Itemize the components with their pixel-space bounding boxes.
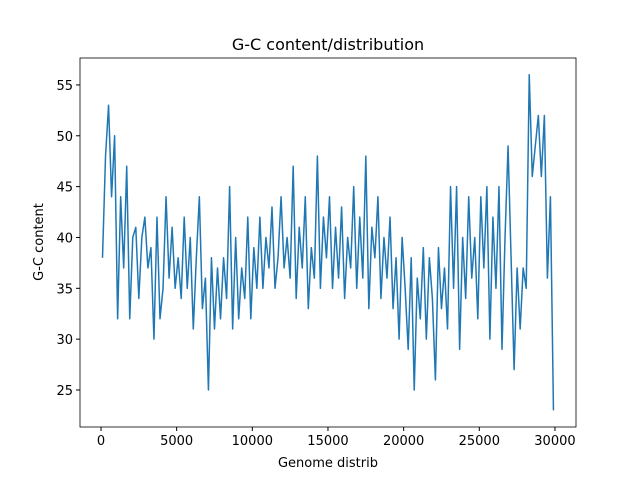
x-tick-label: 10000 xyxy=(232,434,273,449)
y-tick-label: 35 xyxy=(56,282,73,297)
x-tick-label: 0 xyxy=(97,434,105,449)
x-tick-label: 15000 xyxy=(307,434,348,449)
chart-title: G-C content/distribution xyxy=(232,35,424,54)
x-tick-label: 20000 xyxy=(383,434,424,449)
x-tick-label: 25000 xyxy=(459,434,500,449)
y-tick-label: 30 xyxy=(56,333,73,348)
plot-frame xyxy=(79,57,577,428)
y-tick-label: 55 xyxy=(56,79,73,94)
y-tick-label: 50 xyxy=(56,130,73,145)
x-tick-label: 5000 xyxy=(160,434,193,449)
y-tick-label: 25 xyxy=(56,384,73,399)
data-line xyxy=(101,74,555,411)
y-tick-label: 40 xyxy=(56,231,73,246)
x-axis-label: Genome distrib xyxy=(278,456,378,471)
y-tick-label: 45 xyxy=(56,181,73,196)
y-axis-label: G-C content xyxy=(32,203,47,281)
x-tick-label: 30000 xyxy=(534,434,575,449)
